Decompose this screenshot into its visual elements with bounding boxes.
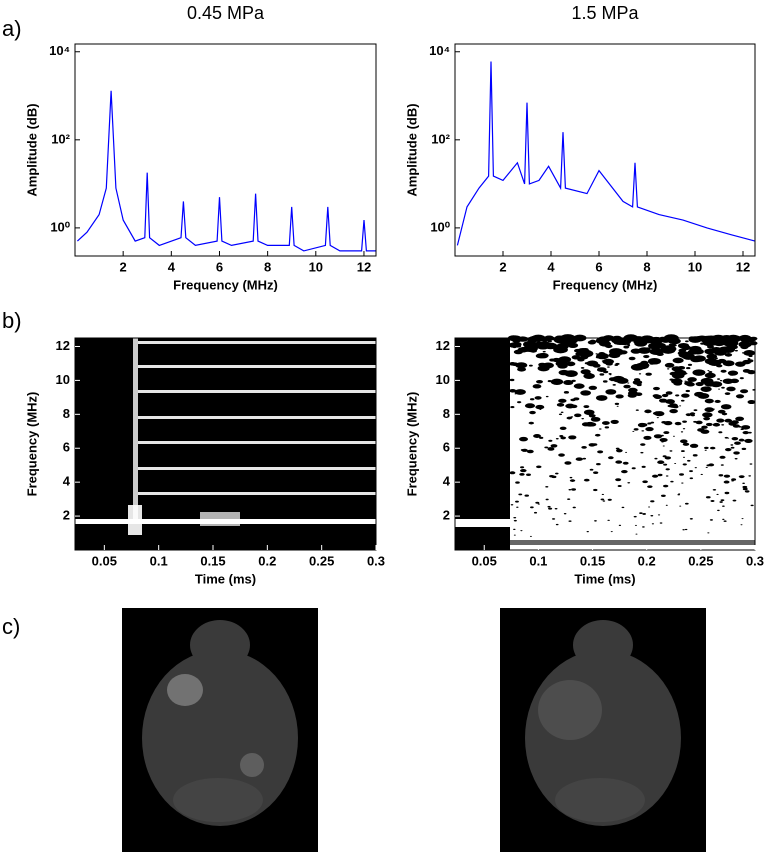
x-tick-label: 8 bbox=[643, 259, 650, 274]
spectrogram-image bbox=[75, 334, 758, 550]
y-tick-label: 10⁴ bbox=[429, 43, 450, 58]
y-tick-label: 6 bbox=[63, 440, 70, 455]
y-tick-label: 10 bbox=[56, 372, 70, 387]
y-tick-label: 12 bbox=[56, 338, 70, 353]
x-tick-label: 0.2 bbox=[638, 553, 656, 568]
y-tick-label: 10 bbox=[436, 372, 450, 387]
mri-image bbox=[122, 608, 706, 852]
x-tick-label: 0.3 bbox=[367, 553, 385, 568]
axes-box bbox=[454, 43, 756, 257]
x-tick-label: 6 bbox=[595, 259, 602, 274]
axes-box bbox=[74, 43, 377, 257]
panel-label: c) bbox=[2, 614, 20, 639]
x-tick-label: 12 bbox=[736, 259, 750, 274]
y-axis-label: Amplitude (dB) bbox=[24, 103, 39, 196]
x-tick-label: 0.15 bbox=[580, 553, 605, 568]
y-tick-label: 8 bbox=[443, 406, 450, 421]
x-tick-label: 6 bbox=[216, 259, 223, 274]
y-tick-label: 10² bbox=[431, 131, 450, 146]
x-tick-label: 2 bbox=[499, 259, 506, 274]
spectrum-line bbox=[456, 61, 756, 246]
y-tick-label: 2 bbox=[63, 508, 70, 523]
y-axis-label: Amplitude (dB) bbox=[404, 103, 419, 196]
x-axis-label: Frequency (MHz) bbox=[553, 277, 658, 292]
x-axis-label: Frequency (MHz) bbox=[173, 277, 278, 292]
x-tick-label: 0.2 bbox=[258, 553, 276, 568]
x-tick-label: 12 bbox=[357, 259, 371, 274]
spectrum-line bbox=[76, 90, 376, 252]
y-tick-label: 4 bbox=[443, 474, 451, 489]
y-tick-label: 10⁰ bbox=[430, 219, 450, 234]
axes-box bbox=[454, 337, 756, 551]
chart-title: 0.45 MPa bbox=[187, 3, 265, 23]
x-tick-label: 2 bbox=[120, 259, 127, 274]
y-tick-label: 8 bbox=[63, 406, 70, 421]
x-tick-label: 4 bbox=[547, 259, 555, 274]
x-tick-label: 0.3 bbox=[746, 553, 764, 568]
y-tick-label: 10² bbox=[51, 131, 70, 146]
x-tick-label: 0.05 bbox=[92, 553, 117, 568]
y-tick-label: 4 bbox=[63, 474, 71, 489]
x-axis-label: Time (ms) bbox=[195, 571, 256, 586]
y-tick-label: 2 bbox=[443, 508, 450, 523]
speckle bbox=[507, 334, 758, 537]
y-axis-label: Frequency (MHz) bbox=[24, 392, 39, 497]
panel-label: a) bbox=[2, 16, 22, 41]
x-tick-label: 0.05 bbox=[472, 553, 497, 568]
y-tick-label: 10⁰ bbox=[50, 219, 70, 234]
x-tick-label: 0.1 bbox=[150, 553, 168, 568]
x-tick-label: 0.15 bbox=[200, 553, 225, 568]
x-tick-label: 0.25 bbox=[688, 553, 713, 568]
x-tick-label: 10 bbox=[309, 259, 323, 274]
axes-box bbox=[74, 337, 377, 551]
x-axis-label: Time (ms) bbox=[574, 571, 635, 586]
x-tick-label: 8 bbox=[264, 259, 271, 274]
y-axis-label: Frequency (MHz) bbox=[404, 392, 419, 497]
chart-title: 1.5 MPa bbox=[571, 3, 639, 23]
x-tick-label: 10 bbox=[688, 259, 702, 274]
panel-label: b) bbox=[2, 308, 22, 333]
y-tick-label: 10⁴ bbox=[49, 43, 70, 58]
x-tick-label: 0.25 bbox=[309, 553, 334, 568]
x-tick-label: 4 bbox=[168, 259, 176, 274]
x-tick-label: 0.1 bbox=[529, 553, 547, 568]
y-tick-label: 6 bbox=[443, 440, 450, 455]
y-tick-label: 12 bbox=[436, 338, 450, 353]
